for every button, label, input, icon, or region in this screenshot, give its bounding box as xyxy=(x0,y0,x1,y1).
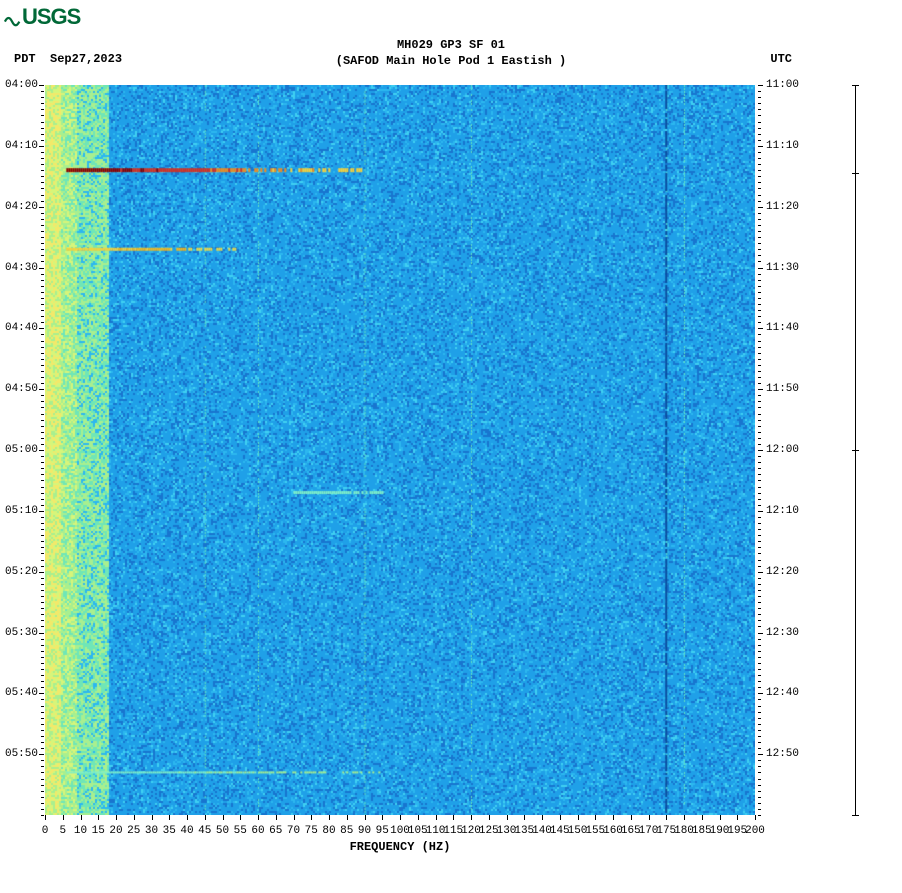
y-tick-label: 05:20 xyxy=(5,566,38,578)
y-tick-label: 11:20 xyxy=(766,201,799,213)
x-tick-label: 45 xyxy=(198,825,211,837)
y-tick-label: 11:50 xyxy=(766,383,799,395)
y-axis-left: 04:0004:1004:2004:3004:4004:5005:0005:10… xyxy=(0,85,44,815)
y-tick-label: 04:40 xyxy=(5,322,38,334)
right-amplitude-scale xyxy=(855,85,856,815)
x-tick-label: 25 xyxy=(127,825,140,837)
x-tick-label: 95 xyxy=(376,825,389,837)
x-tick-label: 90 xyxy=(358,825,371,837)
y-tick-label: 11:00 xyxy=(766,79,799,91)
header-right: UTC xyxy=(770,52,792,66)
y-tick-label: 04:30 xyxy=(5,262,38,274)
tz-right: UTC xyxy=(770,52,792,66)
y-tick-label: 05:30 xyxy=(5,627,38,639)
y-tick-label: 12:20 xyxy=(766,566,799,578)
y-tick-label: 05:40 xyxy=(5,687,38,699)
y-tick-label: 11:30 xyxy=(766,262,799,274)
y-tick-label: 11:40 xyxy=(766,322,799,334)
y-tick-label: 12:40 xyxy=(766,687,799,699)
x-tick-label: 75 xyxy=(305,825,318,837)
x-tick-label: 5 xyxy=(59,825,66,837)
plot-title: MH029 GP3 SF 01 (SAFOD Main Hole Pod 1 E… xyxy=(0,38,902,69)
y-tick-label: 04:50 xyxy=(5,383,38,395)
y-tick-label: 05:10 xyxy=(5,505,38,517)
y-tick-label: 04:00 xyxy=(5,79,38,91)
spectrogram-canvas xyxy=(45,85,755,815)
x-tick-label: 80 xyxy=(322,825,335,837)
spectrogram-plot xyxy=(45,85,755,815)
x-tick-label: 40 xyxy=(180,825,193,837)
y-tick-label: 04:10 xyxy=(5,140,38,152)
y-tick-label: 12:50 xyxy=(766,748,799,760)
x-tick-label: 0 xyxy=(42,825,49,837)
y-tick-label: 12:30 xyxy=(766,627,799,639)
title-line2: (SAFOD Main Hole Pod 1 Eastish ) xyxy=(0,54,902,70)
x-tick-label: 20 xyxy=(109,825,122,837)
x-axis-title: FREQUENCY (HZ) xyxy=(45,840,755,854)
y-tick-label: 05:50 xyxy=(5,748,38,760)
x-tick-label: 60 xyxy=(251,825,264,837)
y-tick-label: 04:20 xyxy=(5,201,38,213)
usgs-logo: USGS xyxy=(4,4,80,30)
x-tick-label: 85 xyxy=(340,825,353,837)
x-tick-label: 65 xyxy=(269,825,282,837)
y-tick-label: 12:00 xyxy=(766,444,799,456)
usgs-logo-text: USGS xyxy=(22,4,80,29)
y-tick-label: 11:10 xyxy=(766,140,799,152)
y-tick-label: 05:00 xyxy=(5,444,38,456)
x-tick-label: 30 xyxy=(145,825,158,837)
x-tick-label: 55 xyxy=(234,825,247,837)
x-tick-label: 15 xyxy=(92,825,105,837)
x-tick-label: 10 xyxy=(74,825,87,837)
y-tick-label: 12:10 xyxy=(766,505,799,517)
title-line1: MH029 GP3 SF 01 xyxy=(0,38,902,54)
x-tick-label: 50 xyxy=(216,825,229,837)
x-tick-label: 35 xyxy=(163,825,176,837)
y-axis-right: 11:0011:1011:2011:3011:4011:5012:0012:10… xyxy=(758,85,818,815)
x-tick-label: 70 xyxy=(287,825,300,837)
x-tick-label: 200 xyxy=(745,825,765,837)
